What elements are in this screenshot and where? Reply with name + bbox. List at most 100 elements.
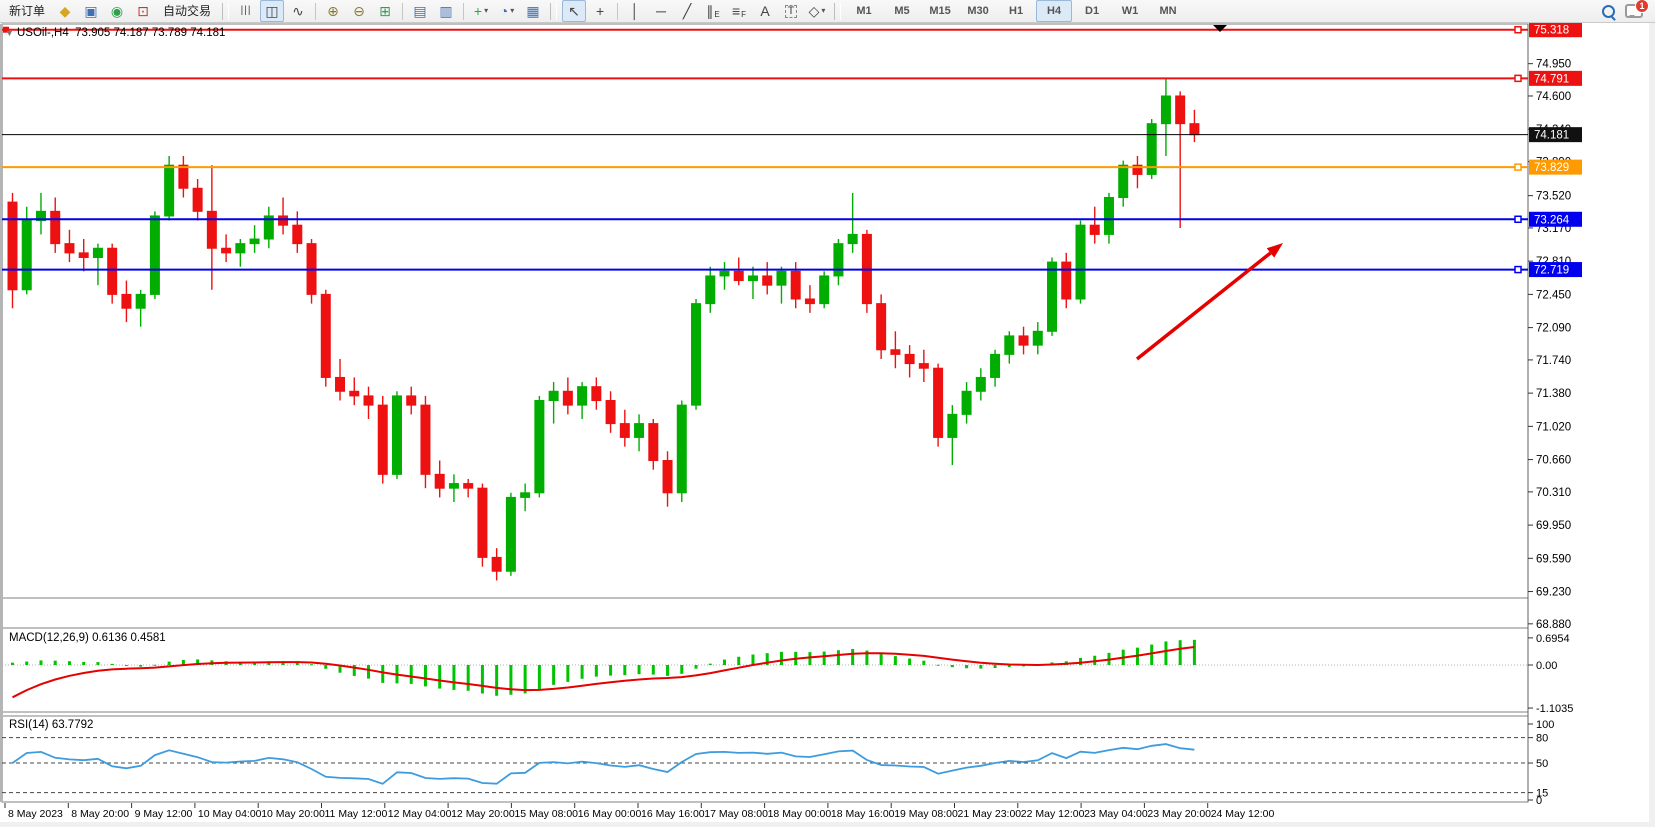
svg-text:75.318: 75.318 [1534, 25, 1569, 37]
hline-anchor[interactable] [1514, 163, 1522, 171]
price-badge-74.791: 74.791 [1529, 70, 1582, 86]
chart-ohlc-values: 73.905 74.187 73.789 74.181 [75, 27, 226, 39]
arrange-windows-icon[interactable]: ▥ [439, 3, 453, 19]
timeframe-m5-button[interactable]: M5 [894, 4, 910, 17]
toolbar-separator [315, 2, 317, 20]
vertical-line-icon[interactable]: │ [630, 3, 640, 19]
panel-frame [1, 715, 1529, 803]
svg-text:69.230: 69.230 [1536, 587, 1571, 599]
timeframe-mn-button[interactable]: MN [1159, 4, 1177, 17]
hline-anchor[interactable] [1514, 215, 1522, 224]
svg-text:69.950: 69.950 [1536, 520, 1571, 532]
new-chart-icon[interactable]: + ▾ [473, 3, 489, 19]
svg-text:73.520: 73.520 [1536, 191, 1571, 203]
svg-text:74.950: 74.950 [1536, 59, 1571, 71]
text-label-icon[interactable]: T [779, 0, 803, 22]
chart-shift-marker[interactable] [1213, 25, 1227, 32]
toolbar-grip [550, 2, 558, 20]
zoom-out-icon[interactable]: ⊖ [353, 3, 365, 19]
timeframe-m15-button[interactable]: M15 [929, 4, 951, 17]
svg-text:15 May 08:00: 15 May 08:00 [514, 808, 578, 820]
svg-text:68.880: 68.880 [1536, 619, 1571, 631]
fibonacci-icon[interactable]: ≡ F [732, 3, 747, 19]
toolbar: 新订单 ◆ ▣ ◉ ⊡ 自动交易 ||| ◫ ∿ ⊕ ⊖ ⊞ ▤ ▥ + ▾ ◔ ▾ ▦ ↖ + │ ─ ╱ ∥ E ≡ F A T ◇ ▾ M… [0, 0, 1655, 23]
svg-text:74.791: 74.791 [1534, 73, 1569, 85]
macd-indicator-label: MACD(12,26,9) 0.6136 0.4581 [9, 632, 166, 644]
terminal-window-icon[interactable]: ▣ [84, 3, 98, 19]
svg-text:70.660: 70.660 [1536, 455, 1571, 467]
svg-text:72.090: 72.090 [1536, 323, 1571, 335]
timeframe-m30-button[interactable]: M30 [967, 4, 989, 17]
timeframe-h4-button[interactable]: H4 [1036, 0, 1073, 22]
trend-arrow-head[interactable] [1266, 243, 1283, 258]
notifications-icon[interactable]: 1 [1625, 0, 1649, 18]
svg-text:70.310: 70.310 [1536, 487, 1571, 499]
chart-template-icon[interactable]: ▦ [526, 3, 540, 19]
rsi-axis-label: 100 [1536, 719, 1554, 731]
rsi-line [11, 743, 1195, 785]
svg-text:71.020: 71.020 [1536, 421, 1571, 433]
hline-anchor[interactable] [1514, 25, 1522, 34]
chart-title: USOil-,H4 73.905 74.187 73.789 74.181 [17, 27, 225, 39]
svg-text:23 May 20:00: 23 May 20:00 [1147, 808, 1211, 820]
hline-anchor[interactable] [1514, 265, 1522, 274]
text-icon[interactable]: A [760, 3, 770, 19]
rsi-axis-label: 15 [1536, 788, 1548, 800]
svg-text:71.380: 71.380 [1536, 388, 1571, 400]
price-badge-73.829: 73.829 [1529, 159, 1582, 175]
period-clock-icon[interactable]: ◔ ▾ [499, 3, 515, 19]
timeframe-d1-button[interactable]: D1 [1085, 4, 1100, 17]
notification-badge: 1 [1635, 0, 1649, 13]
equidistant-channel-icon[interactable]: ∥ E [706, 3, 720, 19]
toolbar-grip [222, 2, 230, 20]
svg-text:73.829: 73.829 [1534, 162, 1569, 174]
svg-text:19 May 08:00: 19 May 08:00 [894, 808, 958, 820]
svg-text:16 May 00:00: 16 May 00:00 [578, 808, 642, 820]
timeframe-h1-button[interactable]: H1 [1009, 4, 1024, 17]
bar-chart-icon[interactable]: ||| [240, 5, 252, 16]
chart-symbol-period: USOil-,H4 [17, 27, 69, 39]
cascade-windows-icon[interactable]: ▤ [413, 3, 427, 19]
price-badge-74.181: 74.181 [1529, 127, 1582, 143]
toolbar-grip [834, 2, 842, 20]
hline-anchor[interactable] [1514, 74, 1522, 83]
rsi-axis-label: 50 [1536, 758, 1548, 770]
rsi-axis-label: 80 [1536, 733, 1548, 745]
svg-text:24 May 12:00: 24 May 12:00 [1211, 808, 1275, 820]
horizontal-line-icon[interactable]: ─ [656, 3, 666, 19]
search-icon[interactable] [1602, 4, 1615, 18]
chart-menu-arrow-icon[interactable]: ▼ [5, 28, 14, 38]
auto-trading-button[interactable]: 自动交易 [163, 4, 212, 18]
new-order-tag-icon[interactable]: ◆ [59, 3, 71, 19]
svg-text:12 May 04:00: 12 May 04:00 [388, 808, 452, 820]
timeframe-m1-button[interactable]: M1 [856, 4, 872, 17]
macd-axis-label: 0.00 [1536, 660, 1557, 672]
zoom-in-icon[interactable]: ⊕ [327, 3, 339, 19]
toolbar-separator [402, 2, 404, 20]
candlestick-chart-icon[interactable]: ◫ [260, 0, 285, 22]
svg-text:74.600: 74.600 [1536, 91, 1571, 103]
new-order-button[interactable]: 新订单 [9, 4, 46, 18]
trendline-icon[interactable]: ╱ [682, 3, 692, 19]
svg-text:18 May 00:00: 18 May 00:00 [768, 808, 832, 820]
svg-text:69.590: 69.590 [1536, 553, 1571, 565]
crosshair-icon[interactable]: + [595, 3, 605, 19]
hline-anchor[interactable] [3, 26, 9, 33]
cursor-icon[interactable]: ↖ [562, 0, 587, 22]
toolbar-separator [617, 2, 619, 20]
arrows-shapes-icon[interactable]: ◇ ▾ [808, 3, 826, 19]
auto-trading-robot-icon[interactable]: ⊡ [137, 3, 149, 19]
svg-text:16 May 16:00: 16 May 16:00 [641, 808, 705, 820]
rsi-axis-label: 0 [1536, 795, 1542, 807]
svg-text:9 May 12:00: 9 May 12:00 [135, 808, 193, 820]
timeframe-w1-button[interactable]: W1 [1121, 4, 1139, 17]
panel-frame [1, 23, 1529, 599]
window-right-edge [1649, 0, 1655, 827]
svg-text:8 May 2023: 8 May 2023 [8, 808, 63, 820]
svg-text:72.450: 72.450 [1536, 289, 1571, 301]
tile-windows-icon[interactable]: ⊞ [379, 3, 391, 19]
trend-arrow[interactable] [1135, 251, 1272, 361]
signals-icon[interactable]: ◉ [110, 3, 124, 19]
line-chart-icon[interactable]: ∿ [292, 3, 304, 19]
